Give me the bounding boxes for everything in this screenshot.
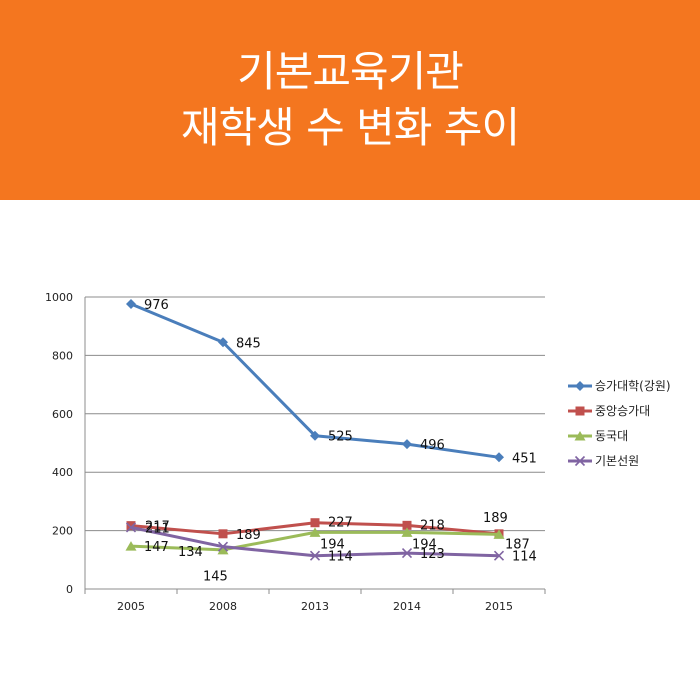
data-label: 194 xyxy=(320,537,345,552)
data-point xyxy=(493,529,505,539)
data-point xyxy=(401,527,413,537)
x-tick-label: 2013 xyxy=(301,600,329,613)
legend-marker xyxy=(575,381,585,391)
line-chart: 0 200 400 600 800 1000 2005 2008 2013 2014 2015 976… xyxy=(45,291,671,613)
legend-marker xyxy=(575,406,585,416)
data-label: 525 xyxy=(328,430,353,445)
data-label: 194 xyxy=(412,537,437,552)
legend-label: 승가대학(강원) xyxy=(595,379,671,393)
data-point xyxy=(217,544,229,555)
data-point xyxy=(126,521,136,531)
data-point xyxy=(309,527,321,537)
data-point xyxy=(125,522,137,533)
data-label: 134 xyxy=(178,545,203,560)
data-point xyxy=(402,520,412,530)
data-label: 451 xyxy=(512,451,537,466)
data-point xyxy=(493,550,505,561)
legend-marker xyxy=(574,431,586,441)
x-tick-label: 2015 xyxy=(485,600,513,613)
data-label: 211 xyxy=(145,521,170,536)
data-point xyxy=(218,337,228,348)
legend-label: 동국대 xyxy=(595,429,628,443)
y-tick-label: 800 xyxy=(52,349,73,362)
data-label: 114 xyxy=(328,550,353,565)
data-point xyxy=(310,430,320,441)
chart-title-line-1: 기본교육기관 xyxy=(237,47,464,96)
data-label: 189 xyxy=(483,511,508,526)
data-label: 123 xyxy=(420,547,445,562)
data-label: 145 xyxy=(203,570,228,585)
data-label: 496 xyxy=(420,438,445,453)
data-point xyxy=(310,518,320,528)
y-tick-label: 600 xyxy=(52,408,73,421)
chart-title-line-2: 재학생 수 변화 추이 xyxy=(180,103,520,152)
data-label: 114 xyxy=(512,550,537,565)
data-point xyxy=(494,452,504,463)
data-label: 845 xyxy=(236,336,261,351)
legend-label: 기본선원 xyxy=(595,454,639,468)
x-tick-label: 2008 xyxy=(209,600,237,613)
data-point xyxy=(402,439,412,450)
y-tick-label: 1000 xyxy=(45,291,73,304)
data-label: 187 xyxy=(505,537,530,552)
data-label: 189 xyxy=(236,528,261,543)
data-point xyxy=(309,550,321,561)
data-point xyxy=(125,541,137,551)
data-label: 147 xyxy=(144,540,169,555)
data-label: 976 xyxy=(144,298,169,313)
y-tick-label: 0 xyxy=(66,583,73,596)
y-tick-label: 400 xyxy=(52,466,73,479)
data-label: 227 xyxy=(328,516,353,531)
data-point xyxy=(401,548,413,559)
data-label: 218 xyxy=(420,518,445,533)
x-tick-label: 2014 xyxy=(393,600,421,613)
legend-label: 중앙승가대 xyxy=(595,404,650,418)
y-tick-label: 200 xyxy=(52,525,73,538)
x-tick-label: 2005 xyxy=(117,600,145,613)
title-banner: 기본교육기관 재학생 수 변화 추이 xyxy=(0,0,700,200)
data-point xyxy=(218,529,228,539)
data-point xyxy=(126,299,136,310)
data-point xyxy=(217,541,229,552)
legend-marker xyxy=(574,455,586,467)
